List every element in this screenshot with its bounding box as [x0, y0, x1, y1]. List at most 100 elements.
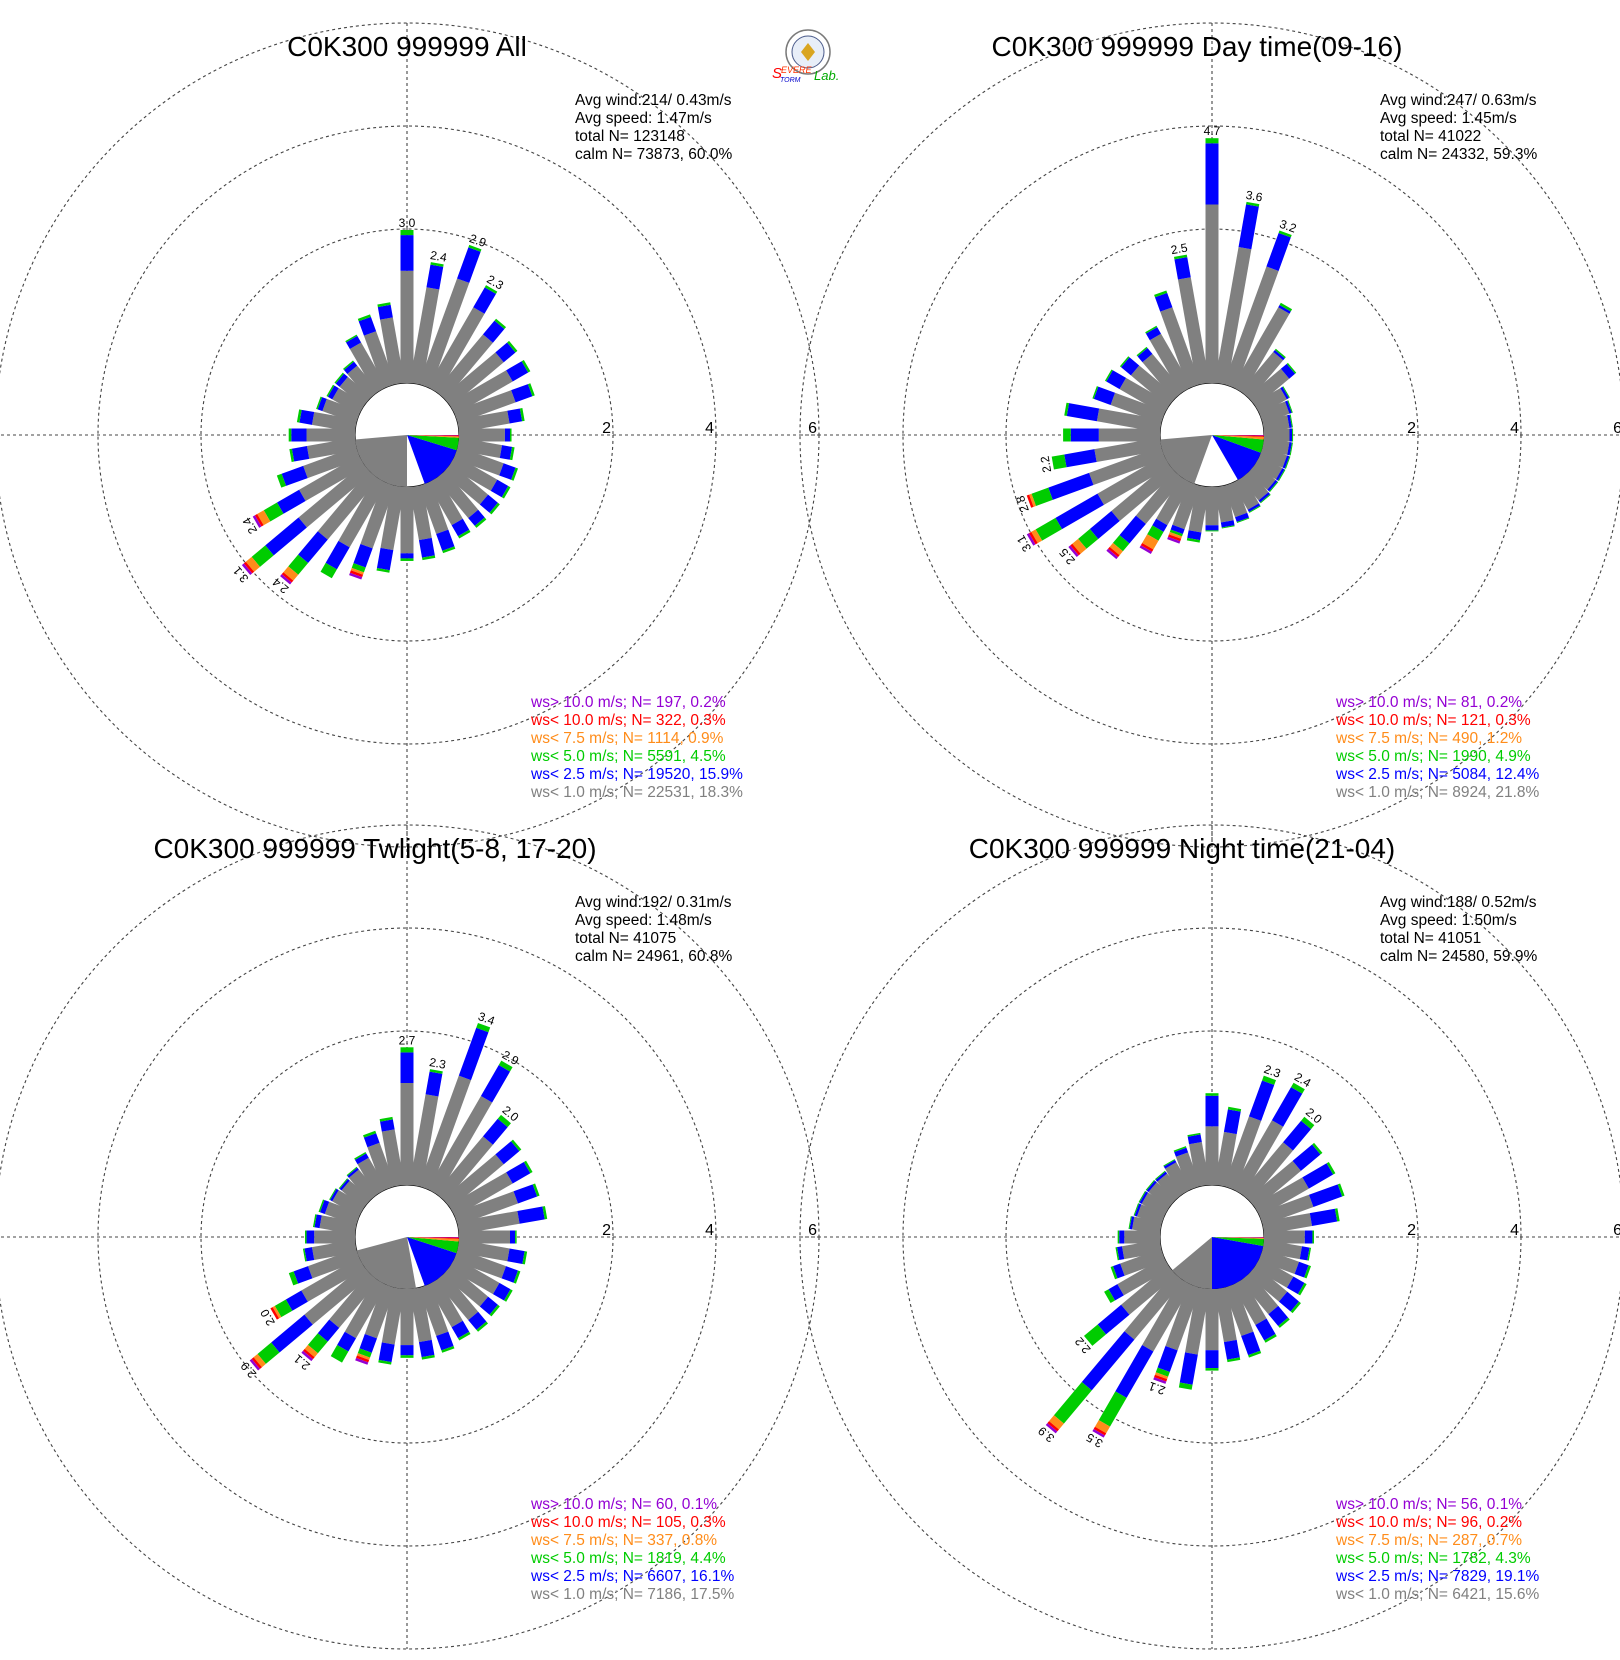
wind-bar-40 [1240, 348, 1286, 400]
bar-segment-purple [1068, 545, 1079, 557]
bar-segment-gray [1142, 353, 1184, 400]
wind-bar-80 [457, 1206, 548, 1235]
bar-segment-gray [1223, 1283, 1254, 1337]
info-line: calm N= 24332, 59.3% [1380, 146, 1537, 163]
bar-segment-green [422, 555, 436, 561]
bar-segment-gray [306, 437, 357, 459]
bar-segment-gray [435, 334, 493, 400]
bar-segment-gray [1247, 1265, 1288, 1302]
logo-text-evere: EVERE [781, 65, 813, 75]
bar-segment-purple [1106, 548, 1118, 560]
ring-label: 6 [1613, 1222, 1620, 1239]
bar-segment-green [468, 244, 482, 252]
bar-segment-gray [1124, 1230, 1161, 1244]
bar-segment-blue [506, 1162, 531, 1184]
wind-bar-310 [334, 372, 372, 407]
wind-bar-70 [453, 1183, 540, 1226]
bar-segment-gray [459, 428, 505, 442]
wind-bar-50 [442, 340, 518, 407]
bar-segment-red [1047, 1421, 1059, 1432]
bar-segment-gray [1264, 428, 1290, 442]
bar-segment-blue [1152, 518, 1168, 532]
bar-segment-blue [400, 553, 414, 559]
bar-segment-gray [409, 1094, 439, 1187]
bar-segment-blue [1280, 363, 1296, 379]
logo-seal-emblem [801, 43, 815, 61]
info-line: Avg speed: 1.47m/s [575, 110, 712, 127]
bar-segment-gray [347, 365, 379, 400]
bar-segment-green [274, 1299, 293, 1318]
bar-segment-blue [319, 1200, 330, 1214]
bar-segment-green [357, 1348, 372, 1358]
bar-segment-red [1168, 534, 1182, 542]
bar-segment-gray [1160, 307, 1201, 389]
bar-segment-green [351, 563, 366, 573]
bar-segment-blue [1145, 327, 1162, 341]
legend-entry-lt10: ws< 10.0 m/s; N= 105, 0.3% [530, 1514, 726, 1531]
wind-bar-120 [1253, 455, 1286, 482]
wind-bar-170 [1214, 485, 1235, 529]
wind-bar-320 [346, 1166, 379, 1202]
bar-segment-blue [1155, 1171, 1168, 1182]
bar-segment-blue [1275, 468, 1285, 481]
bar-segment-blue [1064, 449, 1097, 468]
bar-segment-blue [436, 1331, 454, 1351]
wind-bar-80 [457, 408, 525, 433]
wind-bar-130 [1247, 463, 1279, 493]
wind-bar-310 [338, 1178, 372, 1209]
bar-segment-green [1326, 1162, 1336, 1175]
bar-segment-blue [1121, 357, 1140, 376]
bar-segment-gray [344, 1278, 387, 1339]
wind-bar-160 [418, 481, 456, 554]
bar-segment-gray [381, 1287, 405, 1345]
bar-segment-gray [453, 446, 504, 476]
bar-segment-blue [1267, 479, 1278, 492]
bar-segment-purple [1139, 545, 1153, 554]
bar-segment-blue [400, 1052, 414, 1083]
bar-segment-green [1205, 138, 1219, 144]
legend-entry-lt1: ws< 1.0 m/s; N= 6421, 15.6% [1335, 1586, 1540, 1603]
bar-segment-gray [427, 476, 463, 526]
wind-bar-210 [1139, 476, 1192, 554]
bar-segment-red [1093, 1426, 1107, 1436]
wind-bar-190 [378, 1287, 405, 1365]
bar-segment-gray [1232, 307, 1290, 394]
wind-bar-140 [1240, 470, 1271, 504]
wind-bar-30: 2.3 [427, 272, 506, 394]
bar-segment-green [513, 1270, 521, 1284]
bar-segment-gray [1142, 1278, 1192, 1352]
bar-segment-gray [341, 1180, 372, 1209]
bar-segment-gray [409, 485, 432, 541]
calm-sector-lt5 [407, 435, 459, 451]
bar-segment-green [1312, 1142, 1323, 1155]
wind-bar-290 [318, 1199, 361, 1226]
bar-segment-red [1154, 1374, 1168, 1382]
legend-entry-lt10: ws< 10.0 m/s; N= 121, 0.3% [1335, 712, 1531, 729]
ring-label: 4 [705, 1222, 714, 1239]
bar-segment-orange [272, 1305, 282, 1319]
bar-segment-gray [1240, 351, 1284, 400]
wind-bar-180 [400, 1289, 414, 1358]
wind-bar-260: 2.2 [1038, 437, 1162, 474]
wind-bar-150 [1232, 1278, 1277, 1343]
bar-segment-blue [511, 384, 533, 403]
bar-segment-blue [418, 1339, 435, 1358]
bar-segment-blue [1308, 1184, 1343, 1208]
bar-segment-blue [1174, 257, 1191, 280]
info-line: Avg wind:214/ 0.43m/s [575, 92, 732, 109]
legend-entry-lt1: ws< 1.0 m/s; N= 8924, 21.8% [1335, 784, 1540, 801]
wind-bar-240: 2.0 [257, 1257, 366, 1328]
wind-bar-160 [1223, 481, 1250, 523]
bar-segment-gray [1119, 377, 1171, 415]
bar-segment-gray [301, 1257, 366, 1302]
wind-bar-0: 2.7 [399, 1033, 416, 1185]
bar-segment-purple [355, 1357, 369, 1365]
wind-bar-190 [1178, 1287, 1210, 1390]
legend-entry-lt5: ws< 5.0 m/s; N= 1819, 4.4% [530, 1550, 726, 1567]
bar-segment-green [357, 314, 371, 322]
wind-bar-170 [409, 1287, 435, 1360]
bar-segment-green [330, 1345, 349, 1363]
info-line: total N= 41075 [575, 930, 676, 947]
bar-segment-blue [480, 1065, 511, 1103]
